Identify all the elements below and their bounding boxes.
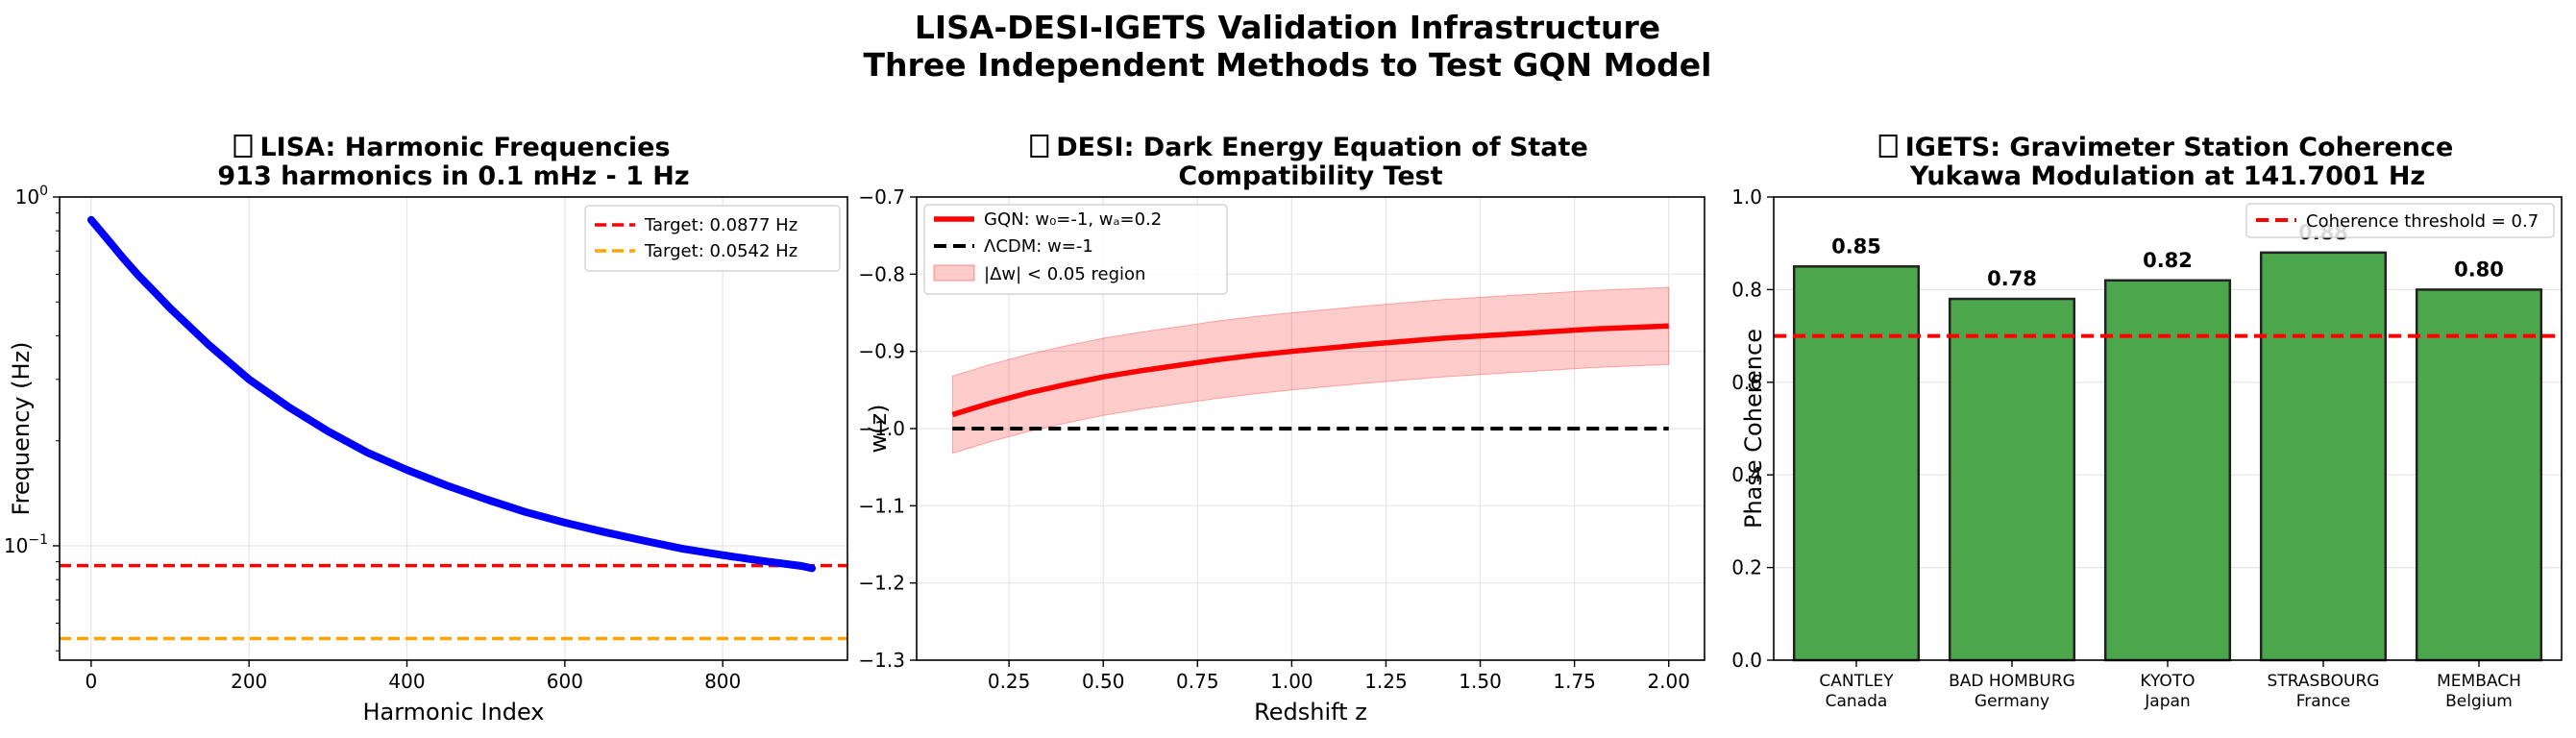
x-axis-label: Harmonic Index: [362, 699, 544, 726]
x-tick-label-country: Belgium: [2445, 692, 2513, 711]
legend-label: Target: 0.0542 Hz: [644, 241, 797, 261]
x-tick-label: 0: [85, 670, 97, 693]
bar: [1948, 297, 2076, 662]
bar: [2259, 251, 2388, 662]
y-tick-label: 10−1: [4, 532, 48, 557]
y-axis-label: w(z): [865, 405, 892, 454]
legend-label: Coherence threshold = 0.7: [2306, 211, 2539, 232]
figure-title-line1: LISA-DESI-IGETS Validation Infrastructur…: [915, 9, 1660, 46]
y-tick-label: 100: [15, 184, 48, 209]
y-tick-label: −0.9: [858, 340, 905, 363]
x-tick-label-country: Germany: [1975, 692, 2049, 711]
igets-station-coherence-chart: IGETS: Gravimeter Station CoherenceYukaw…: [1731, 133, 2563, 711]
legend-swatch: [933, 264, 975, 282]
x-tick-label: 600: [547, 670, 583, 693]
legend-box: [584, 205, 841, 272]
desi-equation-of-state-chart: DESI: Dark Energy Equation of StateCompa…: [858, 133, 1705, 726]
y-tick-label: 0.6: [1731, 371, 1762, 394]
legend-label: ΛCDM: w=-1: [984, 236, 1093, 257]
bar-value-label: 0.80: [2454, 258, 2504, 281]
legend-label: GQN: w₀=-1, wₐ=0.2: [984, 209, 1162, 230]
y-tick-label: −0.8: [858, 262, 905, 285]
y-tick-label: −1.2: [858, 572, 905, 595]
x-tick-label: 800: [704, 670, 741, 693]
legend: Target: 0.0877 Hz Target: 0.0542 Hz: [584, 205, 841, 272]
y-tick-label: 0.8: [1731, 278, 1762, 301]
x-tick-label-station: MEMBACH: [2437, 672, 2521, 691]
y-axis-label: Frequency (Hz): [8, 342, 35, 516]
legend-label: |Δw| < 0.05 region: [984, 264, 1145, 284]
y-tick-label: −1.1: [858, 494, 905, 517]
y-tick-label: 0.4: [1731, 463, 1762, 486]
x-tick-label: 0.75: [1176, 670, 1219, 693]
lisa-subtitle: 913 harmonics in 0.1 mHz - 1 Hz: [217, 161, 689, 191]
desi-subtitle: Compatibility Test: [1178, 161, 1442, 191]
legend: Coherence threshold = 0.7: [2245, 203, 2555, 238]
x-tick-label: 1.00: [1270, 670, 1313, 693]
x-tick-label-station: BAD HOMBURG: [1949, 672, 2075, 691]
x-tick-label: 0.50: [1082, 670, 1125, 693]
figure-title-line2: Three Independent Methods to Test GQN Mo…: [864, 46, 1712, 84]
x-axis-label: Redshift z: [1254, 699, 1367, 726]
title-icon: [233, 135, 253, 158]
x-tick-label: 400: [388, 670, 425, 693]
legend-box: [923, 204, 1228, 295]
y-tick-label: −1.0: [858, 417, 905, 440]
bar-value-label: 0.85: [1831, 234, 1881, 258]
bar-value-label: 0.78: [1987, 267, 2037, 290]
igets-title: IGETS: Gravimeter Station Coherence: [1905, 133, 2454, 162]
x-tick-label: 2.00: [1647, 670, 1690, 693]
desi-title: DESI: Dark Energy Equation of State: [1056, 133, 1588, 162]
title-icon: [1878, 135, 1898, 158]
lisa-title: LISA: Harmonic Frequencies: [259, 133, 670, 162]
x-tick-label-country: France: [2296, 692, 2351, 711]
bar: [2415, 288, 2543, 662]
x-tick-label-station: KYOTO: [2140, 672, 2195, 691]
title-icon: [1030, 135, 1049, 158]
plot-frame: [59, 196, 848, 661]
x-tick-label: 200: [231, 670, 267, 693]
x-tick-label-country: Canada: [1826, 692, 1888, 711]
x-tick-label: 1.25: [1364, 670, 1408, 693]
gqn-curve: [951, 323, 1669, 418]
harmonic-frequency-curve: [86, 215, 816, 573]
bar: [1792, 265, 1921, 662]
x-tick-label-station: CANTLEY: [1819, 672, 1894, 691]
x-tick-label: 1.50: [1459, 670, 1502, 693]
y-axis-label: Phase Coherence: [1740, 329, 1767, 529]
x-tick-label-station: STRASBOURG: [2268, 672, 2380, 691]
legend-label: Target: 0.0877 Hz: [644, 215, 797, 235]
bar-value-label: 0.82: [2143, 249, 2193, 272]
igets-subtitle: Yukawa Modulation at 141.7001 Hz: [1909, 161, 2425, 191]
legend: GQN: w₀=-1, wₐ=0.2 ΛCDM: w=-1 |Δw| < 0.05 …: [923, 204, 1228, 295]
y-tick-label: 1.0: [1731, 185, 1762, 209]
y-tick-label: −1.3: [858, 649, 905, 672]
y-tick-label: 0.0: [1731, 649, 1762, 672]
x-tick-label: 1.75: [1553, 670, 1596, 693]
x-tick-label: 0.25: [988, 670, 1031, 693]
legend-box: [2245, 203, 2555, 238]
uncertainty-band: [951, 286, 1670, 455]
bar: [2103, 279, 2232, 662]
y-tick-label: −0.7: [858, 185, 905, 209]
x-tick-label-country: Japan: [2144, 692, 2190, 711]
y-tick-label: 0.2: [1731, 556, 1762, 579]
